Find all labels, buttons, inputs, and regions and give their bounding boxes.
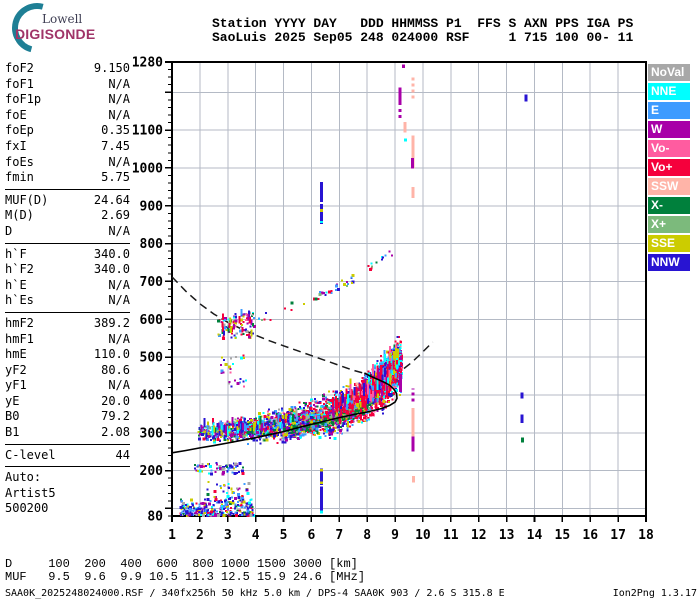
y-tick-label: 1280 xyxy=(132,56,163,71)
x-tick-label: 3 xyxy=(224,528,232,543)
y-tick-label: 1000 xyxy=(132,161,163,176)
muf-row: MUF 9.5 9.6 9.9 10.5 11.3 12.5 15.9 24.6… xyxy=(5,571,365,583)
d-distance-row: D 100 200 400 600 800 1000 1500 3000 [km… xyxy=(5,558,358,570)
legend-item-w: W xyxy=(648,121,690,138)
echo-scatter xyxy=(180,250,404,517)
legend-item-nnw: NNW xyxy=(648,254,690,271)
legend-item-vo: Vo+ xyxy=(648,159,690,176)
footer-file-info: SAA0K_2025248024000.RSF / 340fx256h 50 k… xyxy=(5,588,505,599)
y-tick-label: 400 xyxy=(140,388,164,403)
x-tick-label: 13 xyxy=(499,528,515,543)
y-tick-label: 900 xyxy=(140,199,164,214)
x-tick-label: 11 xyxy=(443,528,459,543)
x-tick-label: 5 xyxy=(280,528,288,543)
x-tick-label: 18 xyxy=(638,528,654,543)
legend-item-x: X- xyxy=(648,197,690,214)
footer-program-version: Ion2Png 1.3.17 xyxy=(613,588,697,599)
status-footer: SAA0K_2025248024000.RSF / 340fx256h 50 k… xyxy=(5,588,697,599)
y-tick-label: 800 xyxy=(140,237,164,252)
x-tick-label: 8 xyxy=(363,528,371,543)
legend-item-vo: Vo- xyxy=(648,140,690,157)
x-tick-label: 17 xyxy=(610,528,626,543)
y-tick-label: 200 xyxy=(140,464,164,479)
x-tick-label: 2 xyxy=(196,528,204,543)
y-tick-label: 300 xyxy=(140,426,164,441)
x-tick-label: 15 xyxy=(555,528,571,543)
y-tick-label: 500 xyxy=(140,351,164,366)
legend-item-e: E xyxy=(648,102,690,119)
x-tick-label: 4 xyxy=(252,528,260,543)
y-axis-ticks xyxy=(165,62,172,516)
x-tick-label: 9 xyxy=(391,528,399,543)
legend-item-sse: SSE xyxy=(648,235,690,252)
legend-item-x: X+ xyxy=(648,216,690,233)
x-tick-label: 14 xyxy=(527,528,543,543)
y-tick-label: 600 xyxy=(140,313,164,328)
y-tick-label: 1100 xyxy=(132,124,163,139)
x-tick-label: 16 xyxy=(582,528,598,543)
x-tick-label: 1 xyxy=(168,528,176,543)
plot-grid xyxy=(172,62,646,516)
x-tick-label: 10 xyxy=(415,528,431,543)
x-tick-label: 12 xyxy=(471,528,487,543)
x-tick-label: 6 xyxy=(307,528,315,543)
legend-item-noval: NoVal xyxy=(648,64,690,81)
legend-item-nne: NNE xyxy=(648,83,690,100)
y-axis-labels: 1280 1100 1000 900 800 700 600 500 400 300 200 80 xyxy=(132,56,163,525)
y-tick-label: 700 xyxy=(140,275,164,290)
vertical-echo-strips xyxy=(322,64,526,513)
x-tick-label: 7 xyxy=(335,528,343,543)
y-tick-label: 80 xyxy=(147,510,163,525)
legend-item-ssw: SSW xyxy=(648,178,690,195)
